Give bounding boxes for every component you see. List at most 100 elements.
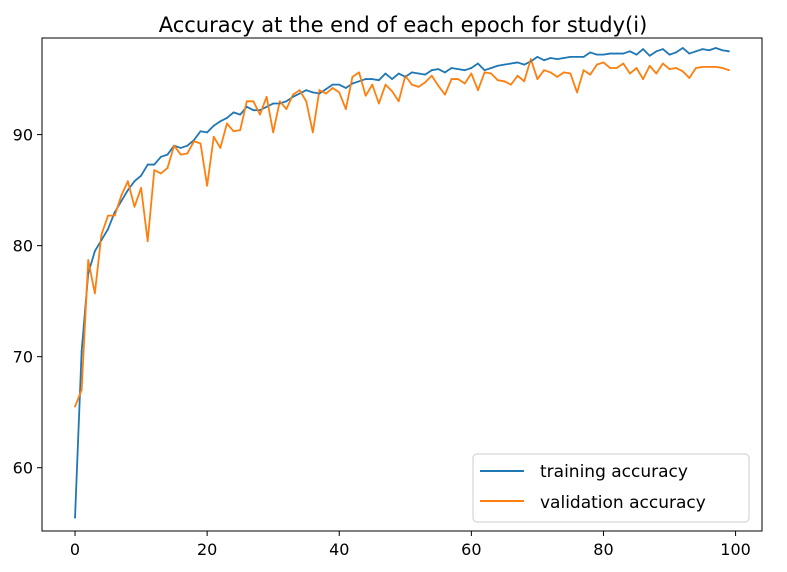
data-point [483,69,486,72]
data-point [265,105,268,108]
data-point [331,83,334,86]
data-point [675,51,678,54]
x-axis: 0 20 40 60 80 100 [70,531,751,559]
x-tick-label: 100 [720,540,751,559]
y-tick-label: 90 [13,126,33,145]
data-point [318,92,321,95]
data-point [576,55,578,58]
data-point [305,89,308,92]
data-point [642,48,645,51]
data-point [536,78,539,80]
data-point [463,82,466,85]
data-point [133,180,136,183]
data-point [424,81,427,84]
data-point [628,50,631,53]
data-point [688,52,691,55]
x-tick-label: 80 [593,540,613,559]
data-point [371,83,374,86]
data-point [166,167,169,169]
data-point [622,52,625,55]
data-point [701,65,704,68]
data-point [153,169,156,172]
data-point [576,91,578,94]
data-point [411,71,413,74]
data-point [351,75,354,78]
data-point [212,124,215,127]
data-point [569,72,572,75]
data-point [457,78,460,80]
data-point [74,516,76,519]
data-point [338,83,341,86]
data-point [226,122,228,125]
data-point [457,68,460,70]
data-point [470,72,473,75]
data-point [80,350,83,353]
data-point [358,71,360,74]
data-point [668,68,671,70]
data-point [305,100,308,103]
data-point [609,67,611,69]
data-point [74,405,76,408]
data-point [278,102,281,105]
data-point [159,155,162,158]
data-point [417,72,420,75]
data-point [543,59,545,62]
data-point [655,50,658,53]
data-point [159,172,162,175]
data-point [490,72,493,75]
x-tick-label: 40 [329,540,349,559]
data-point [477,62,479,65]
series-line-training [74,47,730,518]
data-point [140,186,142,189]
data-point [219,147,222,149]
data-point [635,53,638,56]
data-point [232,111,235,114]
data-point [404,74,407,77]
data-point [311,91,314,94]
data-point [688,77,691,79]
data-point [635,67,638,69]
legend-box [472,453,750,523]
data-point [364,94,367,97]
y-tick-label: 70 [13,348,33,367]
data-point [470,67,473,69]
data-point [529,58,532,60]
data-point [199,142,202,145]
data-point [193,140,195,143]
data-point [483,71,486,74]
data-point [126,180,129,183]
legend-label-training: training accuracy [540,462,688,482]
data-point [377,102,380,105]
data-point [113,214,116,217]
data-point [245,105,248,108]
data-point [642,78,645,80]
data-point [648,64,651,67]
data-point [582,55,585,58]
data-point [331,87,334,89]
data-point [556,58,559,60]
data-point [411,83,413,86]
data-point [708,49,711,52]
data-point [140,174,142,177]
data-point [265,95,268,98]
data-point [701,48,704,51]
data-point [245,100,248,103]
data-point [325,88,327,90]
data-point [107,228,109,230]
data-point [516,61,519,64]
data-point [721,67,724,69]
data-point [430,74,433,77]
x-tick-label: 60 [461,540,481,559]
data-point [477,89,479,92]
data-point [298,92,301,95]
data-point [259,109,261,112]
data-point [424,73,427,76]
data-point [714,47,717,49]
data-point [80,389,83,391]
data-point [510,62,512,65]
data-point [655,72,658,75]
data-point [100,233,103,236]
data-point [186,152,189,155]
data-point [397,72,400,75]
data-point [87,259,90,261]
